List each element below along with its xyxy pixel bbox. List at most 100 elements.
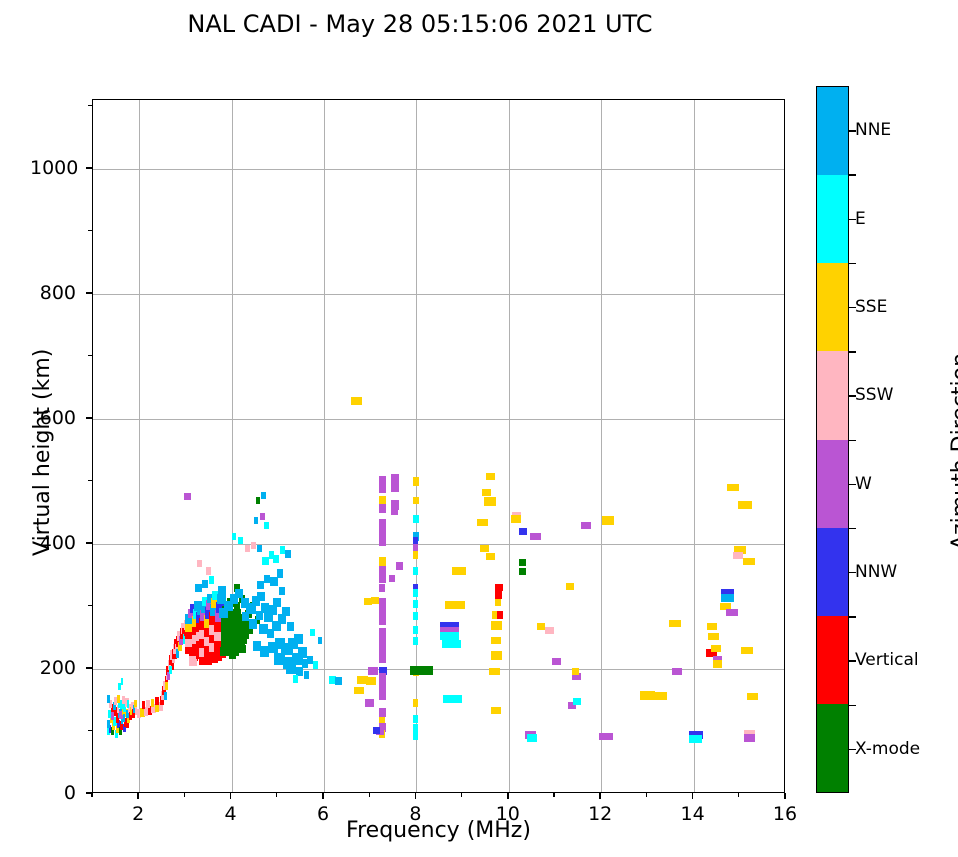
gridline-vertical xyxy=(324,100,325,792)
x-axis-tick xyxy=(599,793,601,799)
x-axis-tick-minor xyxy=(183,793,186,797)
echo-mark xyxy=(122,696,126,705)
echo-mark xyxy=(287,621,295,631)
echo-mark xyxy=(130,702,134,711)
echo-mark xyxy=(117,719,120,728)
echo-mark xyxy=(485,472,495,480)
echo-mark xyxy=(185,613,194,624)
echo-mark xyxy=(496,611,504,620)
echo-mark xyxy=(580,521,592,529)
echo-mark xyxy=(412,583,419,592)
echo-mark xyxy=(110,704,115,714)
echo-mark xyxy=(378,654,386,664)
gridline-vertical xyxy=(231,100,233,792)
echo-mark xyxy=(744,733,755,742)
y-axis-tick-label: 800 xyxy=(39,281,76,304)
echo-mark xyxy=(282,606,290,616)
echo-mark xyxy=(151,704,156,714)
echo-mark xyxy=(108,724,112,733)
grid-lines xyxy=(93,100,784,792)
echo-mark xyxy=(132,704,136,713)
echo-mark xyxy=(136,709,142,719)
colorbar-segment-nne xyxy=(817,87,848,176)
echo-mark xyxy=(378,528,386,538)
x-axis-tick-minor xyxy=(738,793,740,797)
echo-mark xyxy=(119,711,123,720)
echo-mark xyxy=(378,484,386,494)
echo-mark xyxy=(272,621,281,632)
echo-mark xyxy=(357,676,369,685)
echo-mark xyxy=(205,567,212,576)
echo-mark xyxy=(158,701,163,711)
echo-mark xyxy=(168,655,173,666)
echo-mark xyxy=(368,667,378,676)
echo-mark xyxy=(378,636,386,646)
echo-mark xyxy=(396,562,403,571)
echo-mark xyxy=(491,706,502,714)
echo-mark xyxy=(131,709,136,719)
echo-mark xyxy=(260,645,270,657)
colorbar-tick xyxy=(849,306,856,309)
echo-mark xyxy=(378,667,387,676)
echo-mark xyxy=(544,626,555,634)
echo-mark xyxy=(263,610,274,622)
echo-mark xyxy=(208,576,215,585)
colorbar-tick xyxy=(849,218,856,220)
echo-mark xyxy=(175,643,180,654)
colorbar-label-x-mode: X-mode xyxy=(855,738,921,759)
echo-mark xyxy=(440,627,459,636)
echo-mark xyxy=(119,720,123,730)
y-axis-tick-label: 200 xyxy=(39,656,76,679)
echo-mark xyxy=(378,628,386,638)
echo-mark xyxy=(298,647,308,659)
colorbar-tick xyxy=(849,395,856,397)
colorbar xyxy=(816,86,849,793)
gridline-vertical xyxy=(139,100,141,792)
gridline-horizontal xyxy=(93,168,784,170)
echo-mark xyxy=(123,718,128,728)
echo-mark xyxy=(372,726,381,734)
echo-mark xyxy=(477,519,488,527)
x-axis-tick-label: 2 xyxy=(132,803,145,825)
chart-title: NAL CADI - May 28 05:15:06 2021 UTC xyxy=(187,10,653,38)
echo-mark xyxy=(350,397,362,406)
echo-mark xyxy=(263,521,269,529)
echo-mark xyxy=(412,612,419,621)
echo-mark xyxy=(249,618,258,629)
echo-mark xyxy=(726,484,739,492)
echo-mark xyxy=(115,729,118,738)
echo-mark xyxy=(713,659,723,668)
echo-mark xyxy=(720,602,731,610)
echo-mark xyxy=(263,574,271,583)
echo-mark xyxy=(255,610,263,620)
echo-mark xyxy=(672,667,682,675)
x-axis-tick xyxy=(137,793,139,799)
echo-mark xyxy=(378,598,386,608)
echo-mark xyxy=(391,507,398,515)
echo-mark xyxy=(378,556,386,566)
echo-mark xyxy=(312,661,319,670)
echo-mark xyxy=(178,635,183,645)
echo-mark xyxy=(573,697,581,705)
echo-mark xyxy=(440,632,459,641)
echo-mark xyxy=(378,475,386,485)
echo-mark xyxy=(189,649,199,661)
echo-mark xyxy=(708,632,720,640)
echo-mark xyxy=(301,659,309,669)
echo-mark xyxy=(134,707,138,716)
colorbar-boundary-tick xyxy=(849,616,856,618)
echo-mark xyxy=(251,541,256,549)
x-axis-tick-minor xyxy=(368,793,370,797)
echo-mark xyxy=(286,663,297,675)
echo-mark xyxy=(527,733,537,742)
y-axis-tick xyxy=(86,667,92,669)
echo-mark xyxy=(113,716,117,726)
echo-mark xyxy=(113,697,117,706)
echo-mark xyxy=(116,704,120,713)
echo-mark xyxy=(378,681,386,691)
colorbar-label-nne: NNE xyxy=(855,120,892,141)
colorbar-tick xyxy=(849,748,856,751)
colorbar-segment-w xyxy=(817,439,848,528)
colorbar-label-sse: SSE xyxy=(855,296,888,317)
colorbar-boundary-tick xyxy=(849,704,856,707)
